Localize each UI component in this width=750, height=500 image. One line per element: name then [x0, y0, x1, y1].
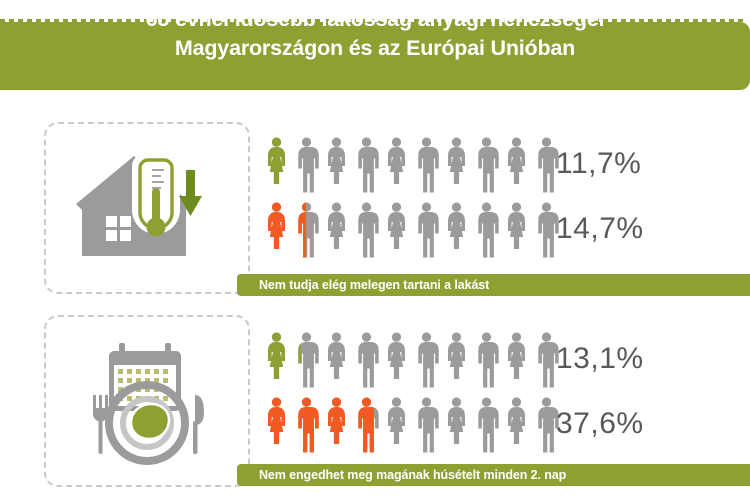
fork-icon [93, 395, 108, 454]
person-figure-highlight [322, 396, 351, 454]
food-icon [129, 402, 171, 441]
down-arrow-icon [179, 170, 202, 216]
person-figure-male [472, 396, 501, 454]
person-figure-female [322, 331, 351, 389]
caption-heating: Nem tudja elég melegen tartani a lakást [237, 274, 750, 296]
figure-row-hungary-heating [262, 136, 562, 198]
person-figure-male [292, 201, 321, 259]
person-figure-highlight [292, 331, 301, 389]
person-figure-female [442, 201, 471, 259]
person-figure-female [382, 201, 411, 259]
person-figure-male [352, 331, 381, 389]
header-band [0, 19, 750, 90]
caption-meat-text: Nem engedhet meg magának húsételt minden… [259, 468, 567, 482]
person-figure-male [472, 136, 501, 194]
card-meat [44, 315, 250, 487]
person-figure-highlight [262, 136, 291, 194]
person-figure-female [502, 201, 531, 259]
figure-row-eu-meat [262, 396, 562, 458]
knife-icon [193, 395, 204, 454]
person-figure-female [502, 136, 531, 194]
percent-label-hungary-heating: 11,7% [556, 147, 642, 180]
percent-label-eu-heating: 14,7% [556, 212, 644, 245]
person-figure-highlight [292, 136, 297, 194]
caption-meat: Nem engedhet meg magának húsételt minden… [237, 464, 750, 486]
person-figure-male [532, 331, 561, 389]
person-figure-female [322, 136, 351, 194]
person-figure-highlight [262, 201, 291, 259]
person-figure-female [502, 396, 531, 454]
person-figure-male [532, 396, 561, 454]
person-figure-highlight [292, 396, 321, 454]
person-figure-male [292, 396, 321, 454]
page-title-line-2: Magyarországon és az Európai Unióban [174, 36, 576, 60]
plate-calendar-icon [46, 317, 248, 485]
figure-row-eu-heating [262, 201, 562, 263]
person-figure-male [472, 331, 501, 389]
person-figure-female [442, 331, 471, 389]
percent-label-eu-meat: 37,6% [556, 407, 644, 440]
person-figure-male [532, 136, 561, 194]
person-figure-female [262, 331, 291, 389]
person-figure-female [322, 396, 351, 454]
house-thermometer-icon [46, 124, 248, 292]
person-figure-male [412, 136, 441, 194]
person-figure-female [382, 136, 411, 194]
figure-row-hungary-meat [262, 331, 562, 393]
person-figure-male [412, 201, 441, 259]
person-figure-female [382, 331, 411, 389]
person-figure-highlight [262, 396, 291, 454]
person-figure-highlight [262, 331, 291, 389]
person-figure-male [352, 201, 381, 259]
person-figure-male [292, 136, 321, 194]
person-figure-female [382, 396, 411, 454]
caption-notch [237, 464, 246, 486]
caption-notch [237, 274, 246, 296]
person-figure-female [262, 136, 291, 194]
person-figure-male [352, 136, 381, 194]
person-figure-female [322, 201, 351, 259]
person-figure-highlight [292, 201, 306, 259]
page-title: 65 évnél idősebb lakosság anyagi nehézsé… [0, 0, 750, 68]
percent-label-hungary-meat: 13,1% [556, 342, 644, 375]
person-figure-male [412, 396, 441, 454]
person-figure-male [532, 201, 561, 259]
card-heating [44, 122, 250, 294]
person-figure-female [262, 201, 291, 259]
person-figure-female [442, 396, 471, 454]
person-figure-male [412, 331, 441, 389]
person-figure-female [502, 331, 531, 389]
person-figure-female [262, 396, 291, 454]
person-figure-male [472, 201, 501, 259]
page-title-line-1: 65 évnél idősebb lakosság anyagi nehézsé… [145, 6, 605, 31]
person-figure-female [442, 136, 471, 194]
caption-heating-text: Nem tudja elég melegen tartani a lakást [259, 278, 490, 292]
person-figure-highlight [352, 396, 375, 454]
person-figure-male [352, 396, 381, 454]
person-figure-male [292, 331, 321, 389]
